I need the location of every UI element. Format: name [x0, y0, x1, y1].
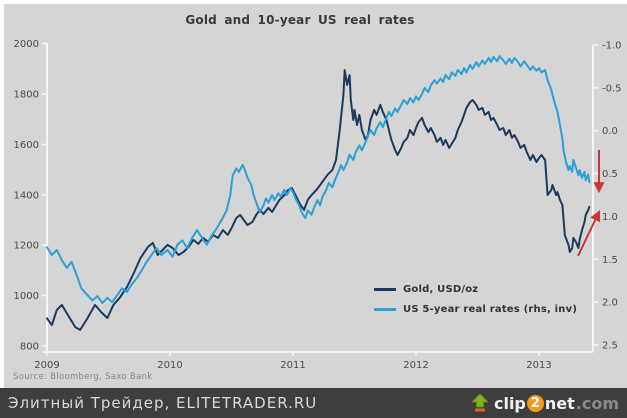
chart-legend: Gold, USD/oz US 5-year real rates (rhs, …: [374, 279, 577, 319]
upload-arrow-icon: [471, 394, 489, 412]
rates-line-swatch: [374, 307, 396, 311]
clip2net-logo: clip 2 net .com: [471, 394, 619, 413]
legend-item-gold: Gold, USD/oz: [374, 279, 577, 299]
logo-badge-2: 2: [526, 394, 544, 412]
chart-title: Gold and 10-year US real rates: [185, 13, 415, 27]
watermark-text: Элитный Трейдер, ELITETRADER.RU: [8, 394, 318, 412]
legend-item-rates: US 5-year real rates (rhs, inv): [374, 299, 577, 319]
logo-text-clip: clip: [493, 393, 526, 413]
logo-text-com: .com: [575, 393, 619, 413]
watermark-bar: Элитный Трейдер, ELITETRADER.RU clip 2 n…: [0, 388, 627, 418]
chart-panel: [4, 4, 627, 388]
legend-label-gold: Gold, USD/oz: [403, 283, 479, 295]
source-note: Source: Bloomberg, Saxo Bank: [13, 372, 153, 382]
logo-text-net: net: [544, 393, 575, 413]
gold-line-swatch: [374, 287, 396, 291]
legend-label-rates: US 5-year real rates (rhs, inv): [403, 303, 578, 315]
